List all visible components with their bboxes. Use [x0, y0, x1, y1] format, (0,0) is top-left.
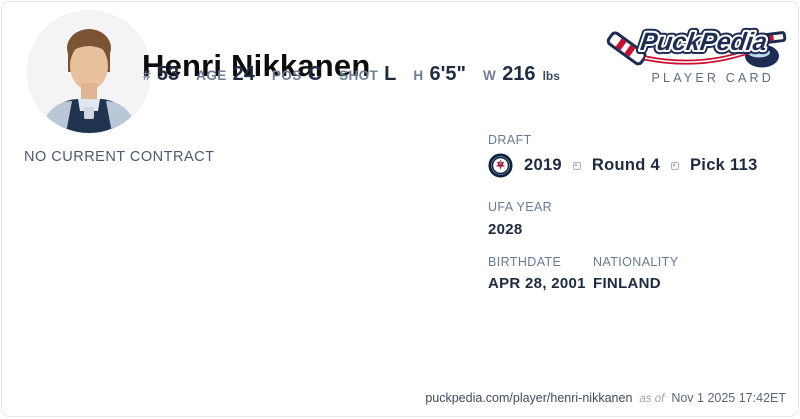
- ufa-year: 2028: [488, 221, 523, 238]
- brand-block: PuckPedia PuckPedia PuckPedia PLAYER CAR…: [600, 12, 790, 85]
- player-photo: [28, 11, 150, 133]
- draft-section: DRAFT 2019 Round 4 Pick 113: [488, 133, 758, 178]
- player-card-subtitle: PLAYER CARD: [651, 71, 774, 85]
- player-stats-row: # 53 AGE 24 POS C SHOT L H 6'5" W 216 lb…: [143, 63, 560, 86]
- ufa-section: UFA YEAR 2028: [488, 200, 552, 238]
- birthdate-label: BIRTHDATE: [488, 255, 562, 269]
- nationality-label: NATIONALITY: [593, 255, 679, 269]
- footer-asof-label: as of: [639, 393, 665, 405]
- contract-status: NO CURRENT CONTRACT: [24, 149, 215, 165]
- player-name: Henri Nikkanen: [142, 47, 371, 83]
- draft-year: 2019: [524, 156, 562, 174]
- birthdate-section: BIRTHDATE APR 28, 2001: [488, 255, 586, 292]
- separator-icon: [572, 161, 581, 170]
- svg-text:PuckPedia: PuckPedia: [639, 28, 769, 56]
- draft-label: DRAFT: [488, 133, 532, 147]
- draft-details-row: 2019 Round 4 Pick 113: [488, 153, 758, 178]
- draft-pick: Pick 113: [690, 156, 758, 174]
- footer: puckpedia.com/player/henri-nikkanen as o…: [425, 391, 786, 405]
- stat-age: AGE 24: [196, 63, 255, 85]
- stat-shot: SHOT L: [339, 63, 397, 85]
- stat-weight: W 216 lbs: [483, 63, 560, 85]
- stat-height: H 6'5": [413, 63, 467, 85]
- nationality-section: NATIONALITY FINLAND: [593, 255, 678, 292]
- player-avatar: [28, 11, 150, 133]
- nationality-value: FINLAND: [593, 275, 661, 292]
- puckpedia-logo: PuckPedia PuckPedia PuckPedia: [606, 24, 787, 68]
- stat-position: POS C: [271, 63, 323, 85]
- svg-text:PuckPedia: PuckPedia: [639, 28, 769, 56]
- winnipeg-jets-logo: [488, 153, 513, 178]
- ufa-label: UFA YEAR: [488, 200, 553, 214]
- separator-icon: [671, 161, 679, 170]
- footer-timestamp: Nov 1 2025 17:42ET: [671, 391, 786, 405]
- svg-text:PuckPedia: PuckPedia: [639, 28, 769, 56]
- draft-round: Round 4: [591, 156, 660, 174]
- stat-number: # 53: [143, 63, 180, 85]
- footer-url[interactable]: puckpedia.com/player/henri-nikkanen: [425, 391, 633, 405]
- birthdate-value: APR 28, 2001: [488, 275, 586, 292]
